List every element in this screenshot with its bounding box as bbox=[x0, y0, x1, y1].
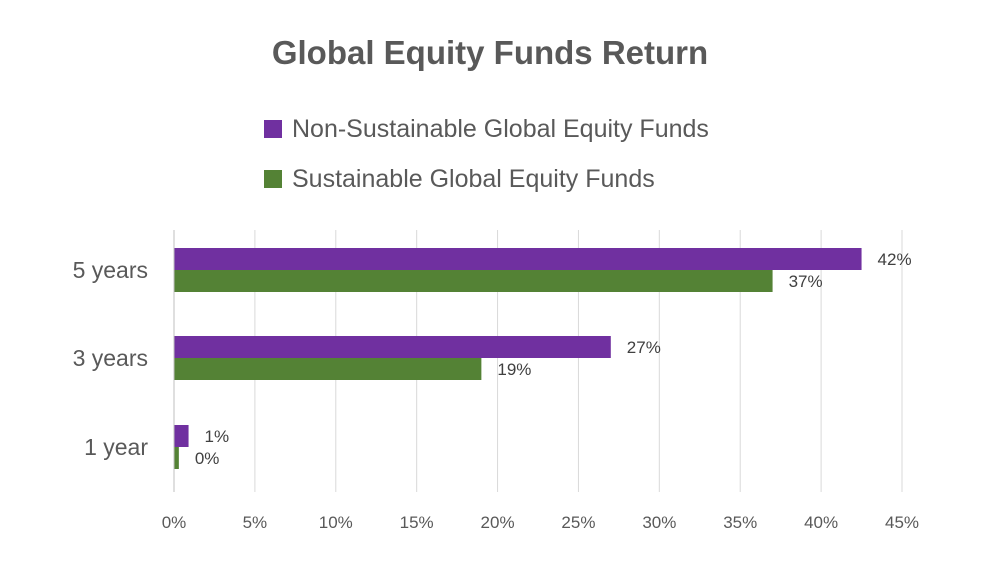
x-tick-label-30: 30% bbox=[642, 513, 676, 532]
x-tick-label-5: 5% bbox=[243, 513, 268, 532]
x-tick-label-0: 0% bbox=[162, 513, 187, 532]
chart-title: Global Equity Funds Return bbox=[271, 34, 709, 71]
category-label-5-years: 5 years bbox=[73, 257, 148, 283]
bar-sustainable-1-year bbox=[174, 447, 179, 469]
legend-item-non-sustainable: Non-Sustainable Global Equity Funds bbox=[264, 104, 709, 154]
x-tick-label-10: 10% bbox=[319, 513, 353, 532]
bar-sustainable-3-years bbox=[174, 358, 482, 380]
bar-non-sustainable-1-year bbox=[174, 425, 189, 447]
bar-non-sustainable-5-years bbox=[174, 248, 862, 270]
x-tick-label-20: 20% bbox=[481, 513, 515, 532]
legend: Non-Sustainable Global Equity Funds Sust… bbox=[264, 104, 709, 204]
x-tick-label-25: 25% bbox=[561, 513, 595, 532]
data-label-sustainable-3-years: 19% bbox=[497, 360, 531, 379]
x-tick-label-40: 40% bbox=[804, 513, 838, 532]
legend-item-sustainable: Sustainable Global Equity Funds bbox=[264, 154, 709, 204]
legend-swatch-sustainable bbox=[264, 170, 282, 188]
x-tick-label-15: 15% bbox=[400, 513, 434, 532]
x-tick-label-45: 45% bbox=[885, 513, 919, 532]
bar-non-sustainable-3-years bbox=[174, 336, 611, 358]
data-label-sustainable-5-years: 37% bbox=[789, 272, 823, 291]
data-label-non-sustainable-1-year: 1% bbox=[205, 427, 230, 446]
category-label-3-years: 3 years bbox=[73, 345, 148, 371]
data-label-non-sustainable-3-years: 27% bbox=[627, 338, 661, 357]
data-label-sustainable-1-year: 0% bbox=[195, 449, 220, 468]
x-tick-label-35: 35% bbox=[723, 513, 757, 532]
data-label-non-sustainable-5-years: 42% bbox=[878, 250, 912, 269]
legend-label-non-sustainable: Non-Sustainable Global Equity Funds bbox=[292, 114, 709, 143]
bar-sustainable-5-years bbox=[174, 270, 773, 292]
legend-swatch-non-sustainable bbox=[264, 120, 282, 138]
category-label-1-year: 1 year bbox=[84, 434, 148, 460]
legend-label-sustainable: Sustainable Global Equity Funds bbox=[292, 164, 655, 193]
